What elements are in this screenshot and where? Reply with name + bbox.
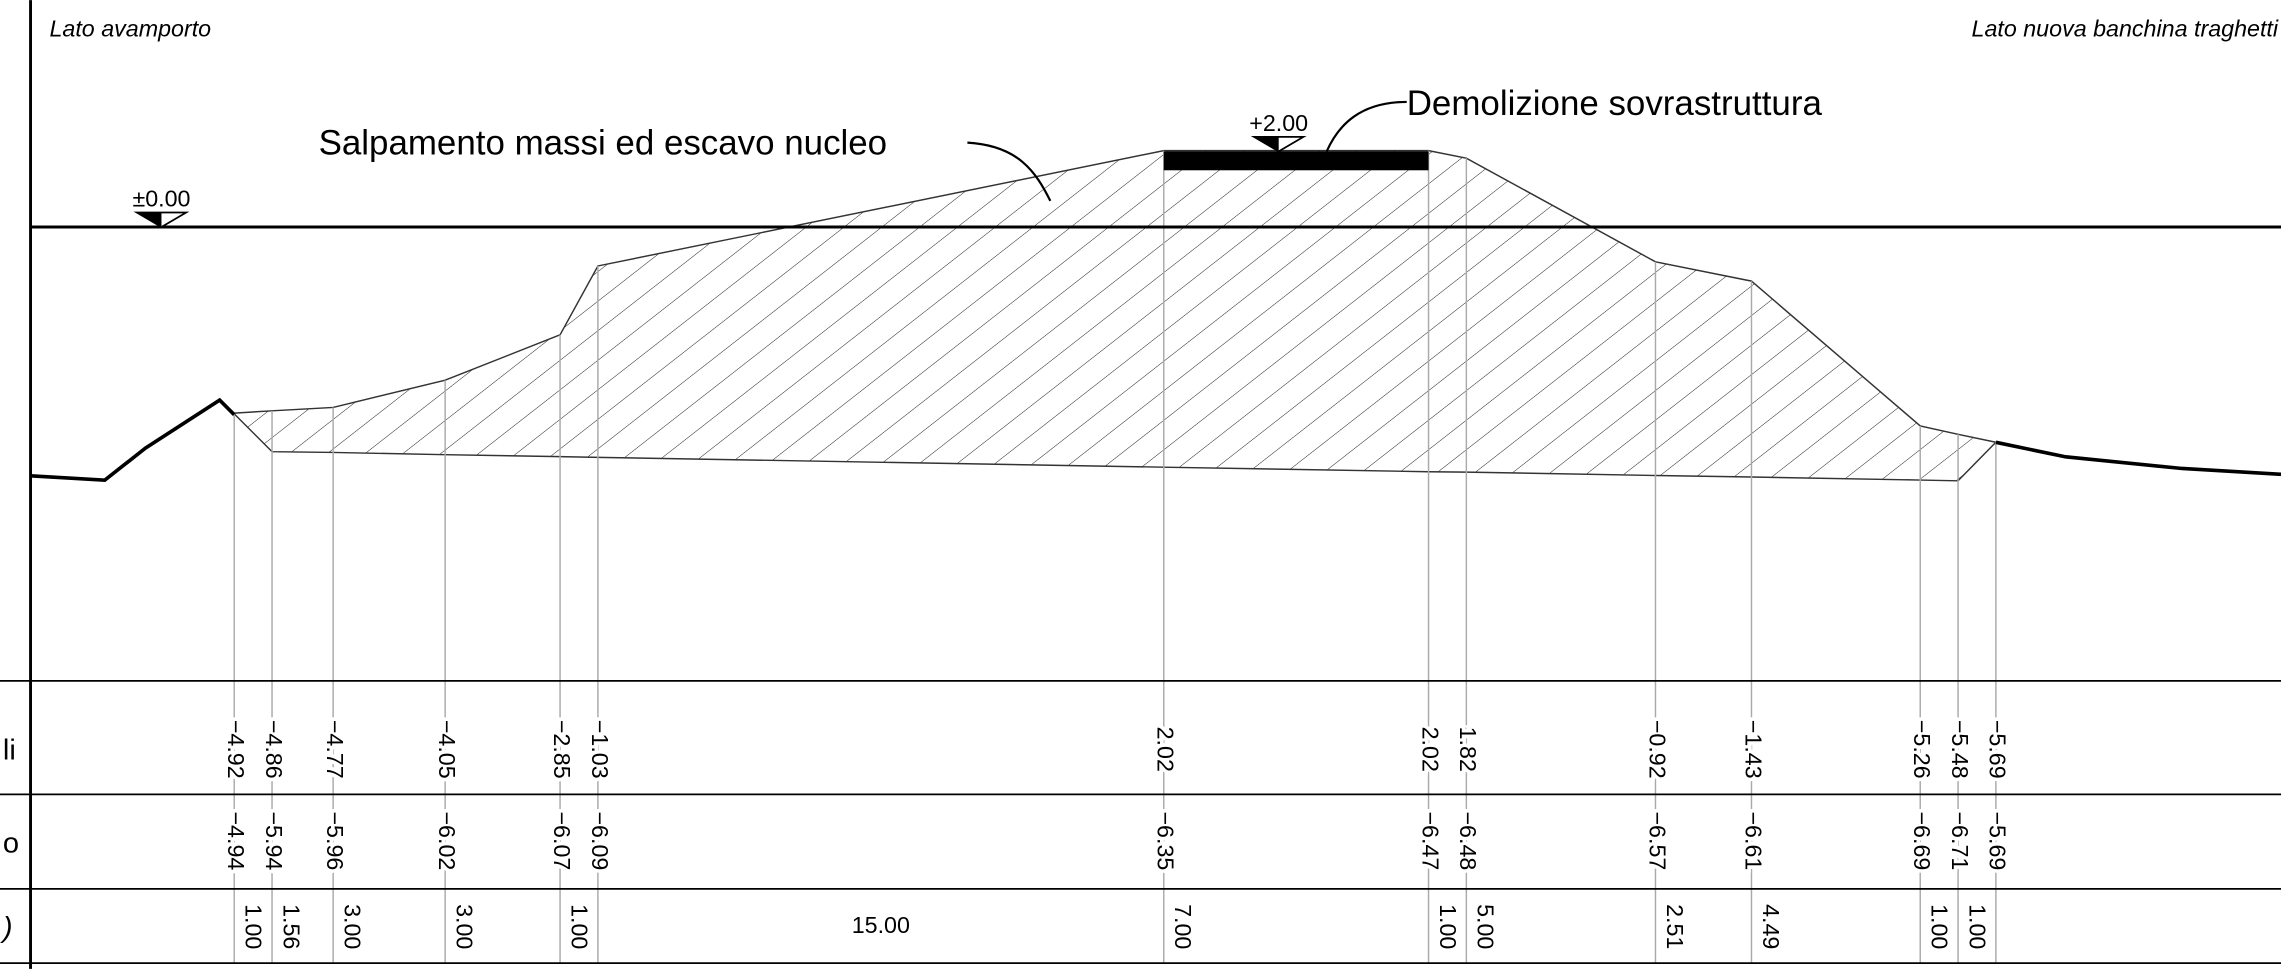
leader bbox=[967, 141, 1052, 202]
project-value: 1.82 bbox=[1455, 727, 1481, 772]
project-value: 2.02 bbox=[1153, 727, 1179, 772]
project-value: −0.92 bbox=[1644, 720, 1670, 779]
table-values: −4.92 −4.94 −4.86 −5.94 −4.77 −5.96 −4.05 −6.02… bbox=[219, 716, 2014, 953]
header-left: Lato avamporto bbox=[49, 15, 211, 41]
crest-mark: +2.00 bbox=[1249, 110, 1308, 136]
demolition-label: Demolizione sovrastruttura bbox=[1407, 84, 1823, 123]
seabed-left bbox=[30, 397, 236, 482]
project-value: −4.92 bbox=[223, 720, 249, 779]
level-triangle-fill bbox=[136, 212, 162, 228]
project-value: 2.02 bbox=[1417, 727, 1443, 772]
row-label: ) bbox=[0, 912, 13, 944]
level-triangle-fill bbox=[1253, 136, 1279, 152]
sea-level-mark: ±0.00 bbox=[132, 186, 190, 212]
existing-value: −6.69 bbox=[1909, 811, 1935, 870]
distance-value: 1.00 bbox=[1435, 904, 1461, 949]
project-value: −4.86 bbox=[261, 720, 287, 779]
project-value: −5.48 bbox=[1947, 720, 1973, 779]
project-value: −4.05 bbox=[434, 720, 460, 779]
distance-value: 1.00 bbox=[1927, 904, 1953, 949]
existing-value: −6.07 bbox=[549, 811, 575, 870]
distance-value: 1.00 bbox=[1964, 904, 1990, 949]
distance-value: 15.00 bbox=[852, 912, 910, 938]
distance-value: 1.56 bbox=[278, 904, 304, 949]
distance-value: 5.00 bbox=[1473, 904, 1499, 949]
row-label: o bbox=[3, 828, 19, 860]
excavation-label: Salpamento massi ed escavo nucleo bbox=[319, 123, 888, 162]
existing-value: −4.94 bbox=[223, 811, 249, 870]
existing-value: −6.57 bbox=[1644, 811, 1670, 870]
existing-value: −5.69 bbox=[1985, 811, 2011, 870]
project-value: −4.77 bbox=[322, 720, 348, 779]
existing-value: −5.96 bbox=[322, 811, 348, 870]
demolition-bar bbox=[1163, 151, 1429, 171]
leader bbox=[1325, 100, 1407, 152]
project-value: −1.43 bbox=[1740, 720, 1766, 779]
existing-value: −6.09 bbox=[587, 811, 613, 870]
distance-value: 3.00 bbox=[451, 904, 477, 949]
existing-value: −6.61 bbox=[1740, 811, 1766, 870]
project-value: −1.03 bbox=[587, 720, 613, 779]
existing-value: −6.47 bbox=[1417, 811, 1443, 870]
header-right: Lato nuova banchina traghetti bbox=[1972, 15, 2279, 41]
project-profile bbox=[234, 149, 1997, 443]
existing-profile bbox=[233, 413, 1997, 482]
existing-value: −5.94 bbox=[261, 811, 287, 870]
distance-value: 4.49 bbox=[1758, 904, 1784, 949]
row-label: li bbox=[3, 734, 16, 766]
existing-value: −6.71 bbox=[1947, 811, 1973, 870]
project-value: −5.26 bbox=[1909, 720, 1935, 779]
existing-value: −6.35 bbox=[1153, 811, 1179, 870]
hatched-area bbox=[234, 150, 1996, 481]
distance-value: 2.51 bbox=[1662, 904, 1688, 949]
existing-value: −6.48 bbox=[1455, 811, 1481, 870]
distance-value: 1.00 bbox=[241, 904, 267, 949]
distance-value: 3.00 bbox=[339, 904, 365, 949]
profile bbox=[233, 149, 1997, 964]
seabed-right bbox=[1995, 440, 2281, 477]
project-value: −2.85 bbox=[549, 720, 575, 779]
distance-value: 7.00 bbox=[1170, 904, 1196, 949]
distance-value: 1.00 bbox=[566, 904, 592, 949]
existing-value: −6.02 bbox=[434, 811, 460, 870]
project-value: −5.69 bbox=[1985, 720, 2011, 779]
